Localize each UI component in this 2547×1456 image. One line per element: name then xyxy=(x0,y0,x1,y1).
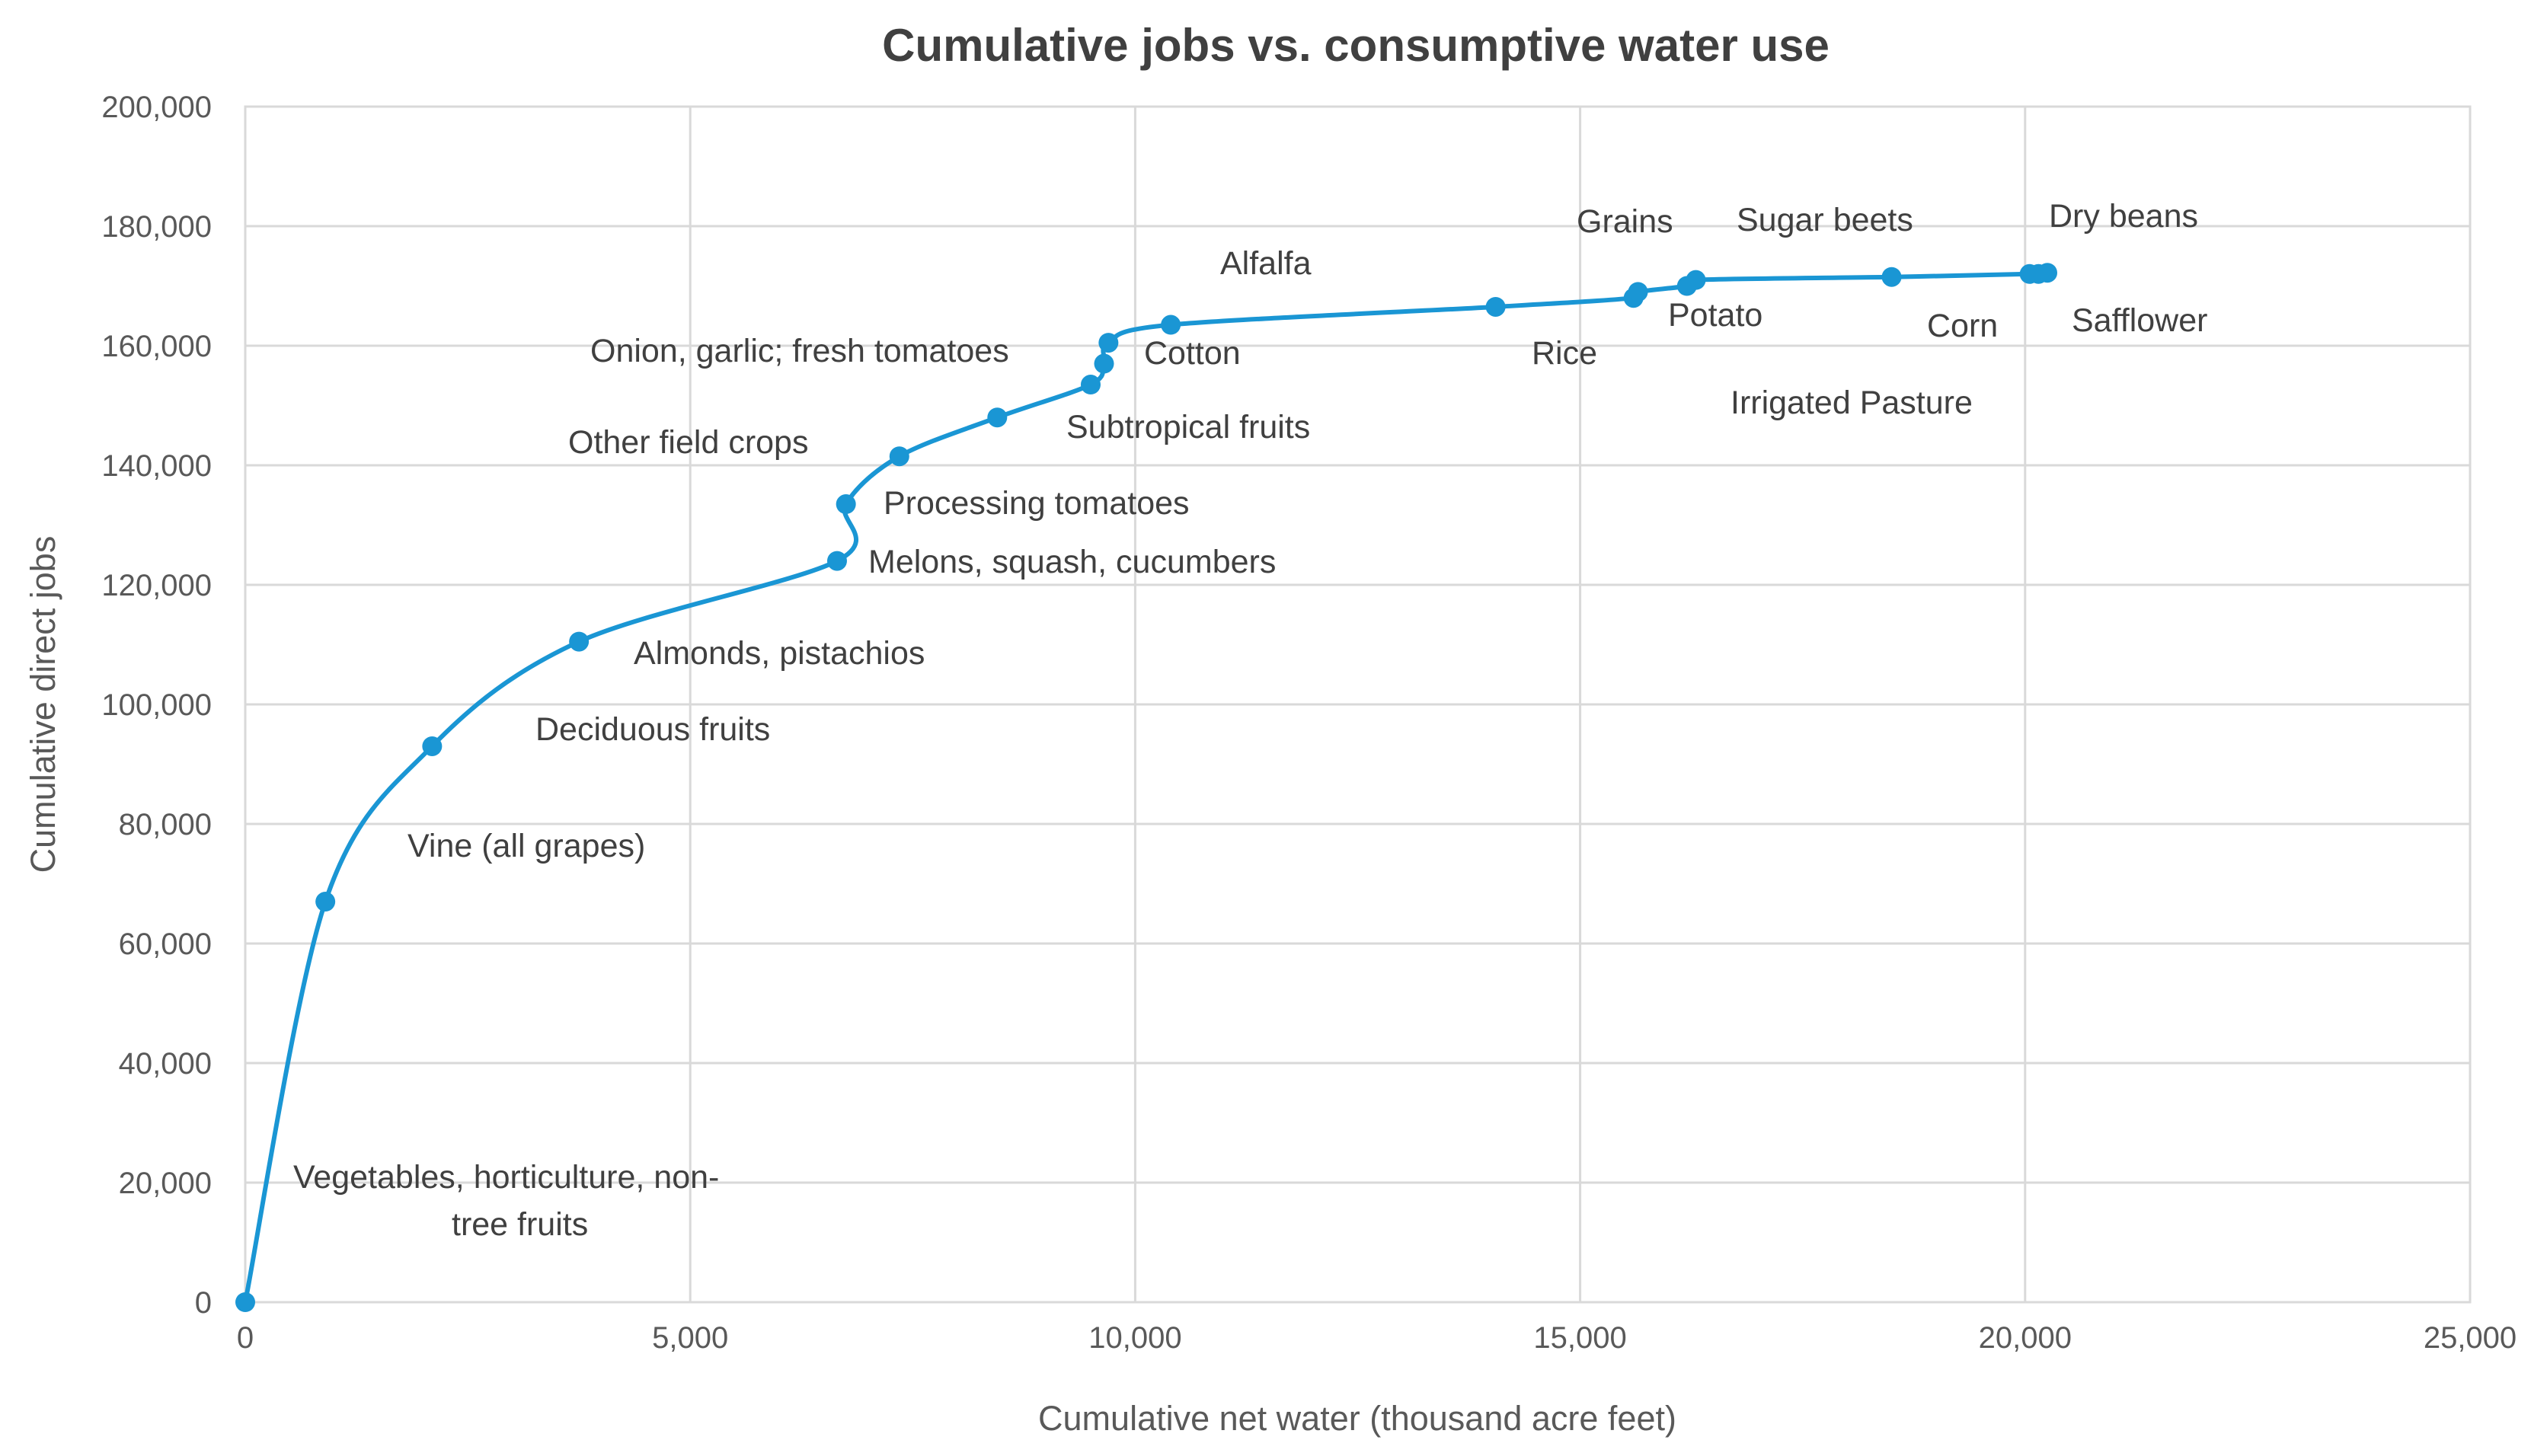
data-point xyxy=(569,631,590,652)
annotation-label: Melons, squash, cucumbers xyxy=(868,544,1276,580)
annotations: Vegetables, horticulture, non-tree fruit… xyxy=(293,198,2207,1243)
annotation-label: Irrigated Pasture xyxy=(1730,385,1973,421)
y-tick-label: 100,000 xyxy=(101,688,212,722)
data-point xyxy=(1686,270,1706,290)
y-tick-label: 160,000 xyxy=(101,330,212,363)
data-point xyxy=(2037,263,2058,283)
x-tick-label: 20,000 xyxy=(1979,1321,2072,1355)
x-tick-label: 0 xyxy=(237,1321,254,1355)
y-axis-label: Cumulative direct jobs xyxy=(24,536,62,873)
data-point xyxy=(889,446,909,467)
x-axis-label: Cumulative net water (thousand acre feet… xyxy=(1038,1399,1676,1438)
x-tick-label: 25,000 xyxy=(2424,1321,2517,1355)
y-tick-label: 200,000 xyxy=(101,91,212,124)
annotation-label: Vine (all grapes) xyxy=(407,828,645,864)
annotation-label: Vegetables, horticulture, non-tree fruit… xyxy=(293,1159,719,1243)
data-point xyxy=(1628,282,1648,302)
annotation-label: Onion, garlic; fresh tomatoes xyxy=(590,333,1009,369)
annotation-label: Grains xyxy=(1577,203,1673,240)
data-point xyxy=(1881,267,1902,287)
x-axis: 0 5,000 10,000 15,000 20,000 25,000 xyxy=(237,1321,2517,1355)
data-point xyxy=(422,736,443,756)
data-point xyxy=(826,551,847,571)
annotation-label: Subtropical fruits xyxy=(1066,409,1310,445)
chart-title: Cumulative jobs vs. consumptive water us… xyxy=(882,20,1830,71)
annotation-label: Rice xyxy=(1532,335,1597,372)
plot-frame xyxy=(244,105,2472,1304)
annotation-label: Dry beans xyxy=(2049,198,2198,235)
annotation-label: Potato xyxy=(1668,297,1762,334)
data-points xyxy=(235,263,2058,1312)
y-tick-label: 140,000 xyxy=(101,449,212,483)
data-point xyxy=(1161,315,1181,335)
annotation-label: Sugar beets xyxy=(1737,202,1913,238)
y-tick-label: 60,000 xyxy=(119,928,212,961)
y-tick-label: 80,000 xyxy=(119,808,212,841)
y-tick-label: 40,000 xyxy=(119,1047,212,1081)
data-point xyxy=(315,892,336,912)
annotation-label: Alfalfa xyxy=(1220,245,1312,282)
y-tick-label: 20,000 xyxy=(119,1167,212,1200)
y-axis: 0 20,000 40,000 60,000 80,000 100,000 120,000 1… xyxy=(101,91,212,1320)
x-tick-label: 10,000 xyxy=(1088,1321,1181,1355)
annotation-label: Processing tomatoes xyxy=(884,485,1190,522)
data-point xyxy=(1080,375,1101,395)
gridlines xyxy=(244,105,2472,1304)
x-tick-label: 5,000 xyxy=(652,1321,728,1355)
y-tick-label: 0 xyxy=(195,1286,212,1320)
data-point xyxy=(1485,296,1506,317)
annotation-label: Safflower xyxy=(2072,302,2207,339)
data-point xyxy=(1098,333,1119,353)
x-tick-label: 15,000 xyxy=(1533,1321,1626,1355)
data-point xyxy=(836,494,856,515)
y-tick-label: 120,000 xyxy=(101,569,212,602)
annotation-label: Deciduous fruits xyxy=(535,711,770,748)
annotation-label: Cotton xyxy=(1144,335,1241,372)
data-point xyxy=(1094,353,1114,374)
data-point xyxy=(235,1292,255,1312)
y-tick-label: 180,000 xyxy=(101,210,212,244)
annotation-label: Other field crops xyxy=(568,424,808,461)
annotation-label: Corn xyxy=(1927,308,1998,344)
annotation-label: Almonds, pistachios xyxy=(634,635,925,672)
data-point xyxy=(987,407,1008,428)
